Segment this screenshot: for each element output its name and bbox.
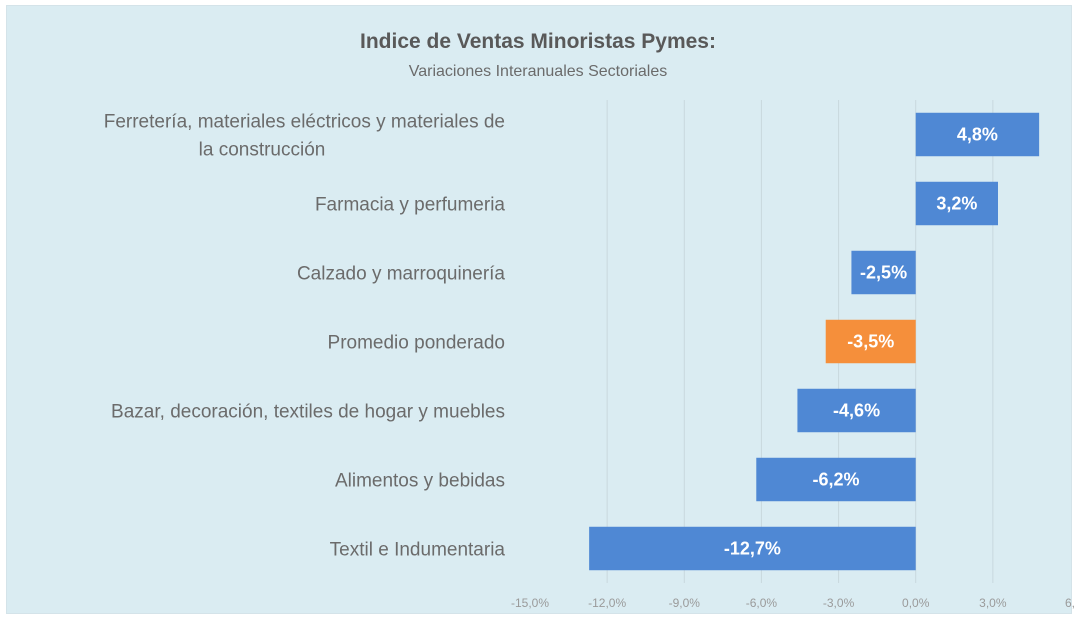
x-tick-label: -6,0% [746,596,778,610]
bar-value-label: -3,5% [847,332,894,352]
category-label: Alimentos y bebidas [335,471,505,492]
x-tick-label: 6, [1065,596,1075,610]
chart-subtitle: Variaciones Interanuales Sectoriales [408,63,668,80]
bar-value-label: 4,8% [957,125,998,145]
category-label: Ferretería, materiales eléctricos y mate… [104,112,505,133]
bar-value-label: -2,5% [860,263,907,283]
bar [756,457,916,502]
bar-value-label: 3,2% [936,194,977,214]
bar [589,526,916,571]
x-axis-ticks: -15,0% -12,0% -9,0% -6,0% -3,0% 0,0% 3,0% 6, [511,596,1075,610]
x-tick-label: -3,0% [823,596,855,610]
x-tick-label: 0,0% [902,596,930,610]
bar [915,181,998,226]
bar-value-label: -12,7% [724,539,781,559]
chart-panel [6,5,1072,614]
chart-title: Indice de Ventas Minoristas Pymes: [360,30,716,53]
category-label: la construcción [199,140,326,161]
category-label: Promedio ponderado [328,333,505,354]
bar-value-label: -6,2% [812,470,859,490]
x-tick-label: -12,0% [588,596,626,610]
category-label: Textil e Indumentaria [330,540,506,561]
bars: 4,8% 3,2% -2,5% -3,5% -4,6% -6,2% -12,7% [589,112,1040,571]
category-label: Bazar, decoración, textiles de hogar y m… [111,402,505,423]
x-tick-label: -9,0% [669,596,701,610]
category-label: Farmacia y perfumeria [315,195,505,216]
bar [915,112,1040,157]
category-labels: Ferretería, materiales eléctricos y mate… [104,112,506,561]
bar [851,250,916,295]
x-tick-label: 3,0% [979,596,1007,610]
bar [825,319,916,364]
bar-value-label: -4,6% [833,401,880,421]
gridlines [606,100,994,583]
category-label: Calzado y marroquinería [297,264,505,285]
x-tick-label: -15,0% [511,596,549,610]
bar [797,388,916,433]
